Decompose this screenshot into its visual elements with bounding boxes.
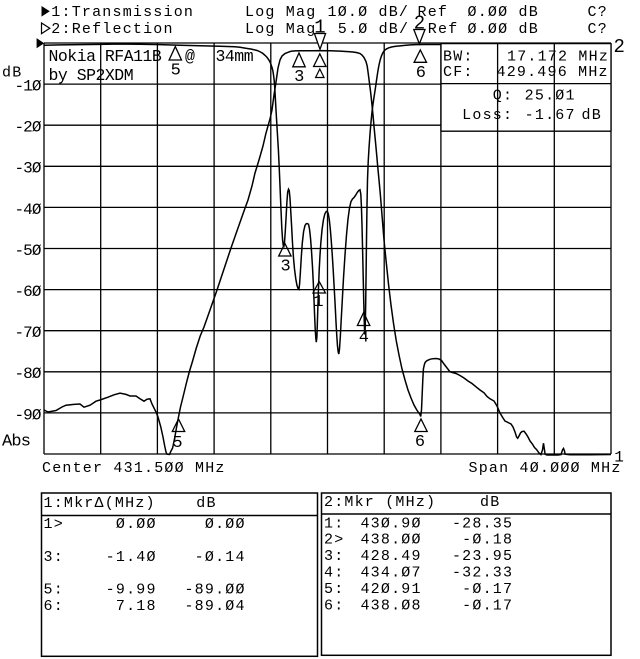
svg-text:Ø.ØØ dB: Ø.ØØ dB — [468, 4, 539, 21]
svg-text:6:: 6: — [324, 598, 344, 615]
svg-text:25.Ø1: 25.Ø1 — [525, 88, 576, 105]
svg-text:4: 4 — [359, 328, 369, 347]
svg-text:428.49: 428.49 — [360, 548, 421, 565]
svg-text:2: 2 — [614, 36, 625, 58]
svg-text:34mm: 34mm — [216, 47, 254, 66]
svg-text:3: 3 — [294, 68, 304, 87]
svg-text:2>: 2> — [324, 532, 344, 549]
svg-text:C?: C? — [588, 21, 608, 38]
svg-text:Log Mag: Log Mag — [245, 4, 316, 21]
svg-text:2: 2 — [414, 12, 425, 34]
svg-text:-Ø.17: -Ø.17 — [462, 581, 513, 598]
svg-text:-89.ØØ: -89.ØØ — [184, 582, 245, 599]
svg-text:-7Ø: -7Ø — [14, 324, 41, 342]
svg-text:CF:: CF: — [443, 64, 474, 81]
svg-text:2:Mkr (MHz): 2:Mkr (MHz) — [324, 494, 436, 511]
svg-text:3: 3 — [280, 257, 290, 276]
svg-text:-Ø.14: -Ø.14 — [195, 549, 246, 566]
svg-text:Ref: Ref — [418, 4, 449, 21]
svg-text:1: 1 — [314, 16, 325, 38]
svg-text:7.18: 7.18 — [116, 598, 157, 615]
svg-text:434.Ø7: 434.Ø7 — [360, 565, 421, 582]
svg-text:dB: dB — [480, 494, 500, 511]
svg-text:438.ØØ: 438.ØØ — [360, 532, 421, 549]
svg-text:5:: 5: — [44, 582, 64, 599]
svg-text:1>: 1> — [44, 516, 64, 533]
svg-text:Ø.ØØ: Ø.ØØ — [116, 516, 157, 533]
svg-text:dB: dB — [2, 64, 22, 81]
svg-text:-3Ø: -3Ø — [14, 160, 41, 178]
svg-text:-1.67: -1.67 — [525, 107, 576, 124]
svg-text:6: 6 — [415, 433, 425, 452]
svg-text:dB: dB — [582, 107, 602, 124]
svg-text:1:: 1: — [324, 515, 344, 532]
svg-text:2:Reflection: 2:Reflection — [51, 21, 173, 38]
svg-text:1: 1 — [313, 293, 323, 312]
svg-text:Span 4Ø.ØØØ MHz: Span 4Ø.ØØØ MHz — [469, 460, 622, 477]
svg-text:BW:: BW: — [443, 49, 474, 66]
svg-text:6: 6 — [416, 64, 426, 83]
svg-text:Abs: Abs — [2, 433, 30, 452]
svg-text:Center 431.5ØØ MHz: Center 431.5ØØ MHz — [42, 460, 226, 477]
svg-text:1: 1 — [614, 449, 624, 467]
svg-text:5.Ø dB/: 5.Ø dB/ — [338, 21, 409, 38]
svg-text:Ø.ØØ dB: Ø.ØØ dB — [468, 21, 539, 38]
svg-text:-Ø.18: -Ø.18 — [462, 532, 513, 549]
svg-text:Nokia RFA11B: Nokia RFA11B — [49, 47, 162, 66]
svg-text:429.496 MHz: 429.496 MHz — [497, 64, 609, 81]
svg-text:-89.Ø4: -89.Ø4 — [184, 598, 245, 615]
svg-text:3:: 3: — [324, 548, 344, 565]
svg-text:-23.95: -23.95 — [452, 548, 513, 565]
svg-text:1:Transmission: 1:Transmission — [51, 4, 194, 21]
svg-text:6:: 6: — [44, 598, 64, 615]
svg-text:-9.99: -9.99 — [106, 582, 157, 599]
svg-text:-1.4Ø: -1.4Ø — [106, 549, 157, 566]
svg-text:-2Ø: -2Ø — [14, 119, 41, 137]
svg-text:Log Mag: Log Mag — [245, 21, 316, 38]
svg-text:-9Ø: -9Ø — [14, 406, 41, 424]
svg-text:438.Ø8: 438.Ø8 — [360, 598, 421, 615]
svg-text:-1Ø: -1Ø — [14, 78, 41, 96]
svg-text:Q:: Q: — [493, 88, 513, 105]
svg-text:-28.35: -28.35 — [452, 515, 513, 532]
svg-text:17.172 MHz: 17.172 MHz — [507, 49, 609, 66]
svg-text:C?: C? — [588, 4, 608, 21]
svg-text:Loss:: Loss: — [462, 107, 513, 124]
svg-text:Ø.ØØ: Ø.ØØ — [205, 516, 246, 533]
svg-text:1Ø.Ø dB/: 1Ø.Ø dB/ — [328, 4, 410, 21]
svg-text:5: 5 — [172, 434, 182, 453]
svg-text:-5Ø: -5Ø — [14, 242, 41, 260]
svg-text:dB: dB — [196, 495, 216, 512]
svg-text:-6Ø: -6Ø — [14, 283, 41, 301]
svg-text:3:: 3: — [44, 549, 64, 566]
svg-text:by SP2XDM: by SP2XDM — [49, 66, 134, 85]
svg-text:-4Ø: -4Ø — [14, 201, 41, 219]
svg-text:43Ø.9Ø: 43Ø.9Ø — [360, 515, 421, 532]
svg-text:5: 5 — [171, 62, 181, 81]
svg-text:-8Ø: -8Ø — [14, 365, 41, 383]
svg-text:4:: 4: — [324, 565, 344, 582]
svg-text:42Ø.91: 42Ø.91 — [360, 581, 421, 598]
svg-text:@: @ — [185, 47, 195, 66]
svg-text:Ref: Ref — [428, 21, 459, 38]
svg-text:-32.33: -32.33 — [452, 565, 513, 582]
svg-text:-Ø.17: -Ø.17 — [462, 598, 513, 615]
svg-text:1:MkrΔ(MHz): 1:MkrΔ(MHz) — [44, 495, 156, 512]
svg-text:5:: 5: — [324, 581, 344, 598]
